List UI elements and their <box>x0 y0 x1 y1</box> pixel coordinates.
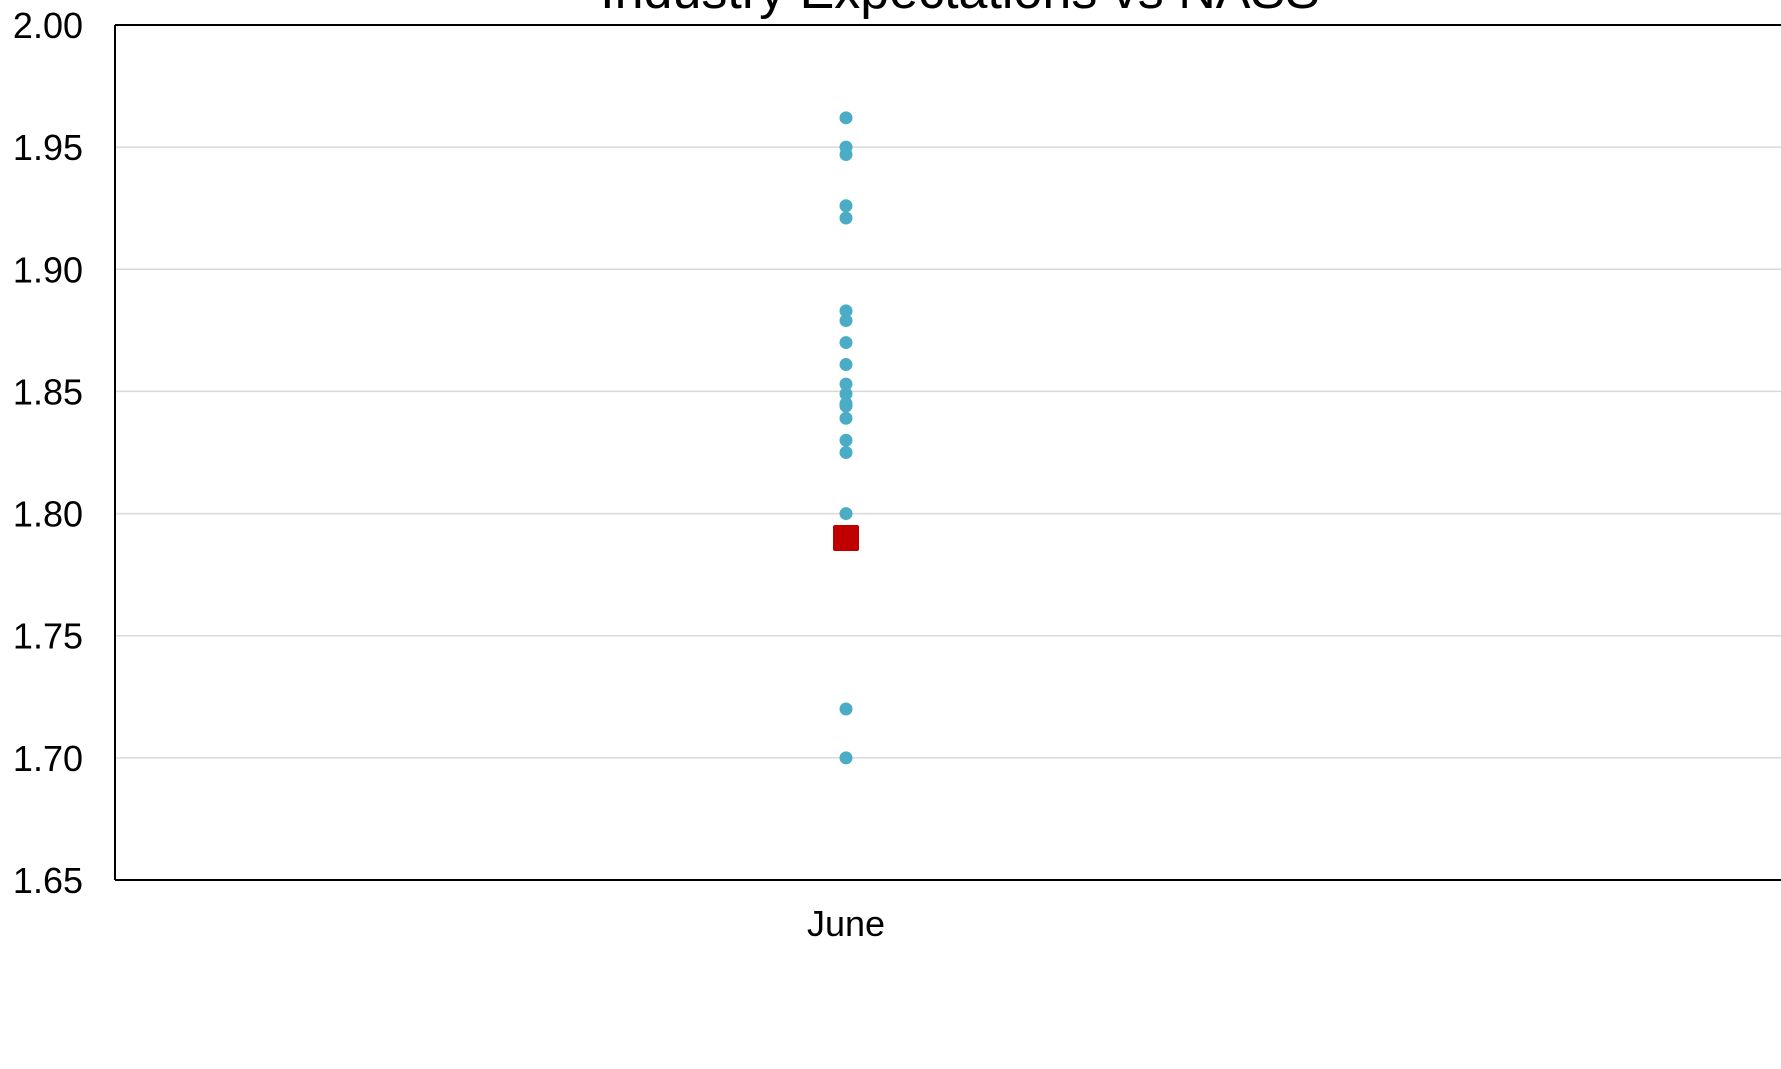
data-points <box>833 111 859 765</box>
industry-point <box>839 411 853 425</box>
industry-point <box>839 387 853 401</box>
industry-point <box>839 507 853 521</box>
y-tick-label: 1.90 <box>13 249 83 290</box>
y-tick-label: 1.80 <box>13 494 83 535</box>
x-tick-label: June <box>807 903 885 944</box>
nass-point <box>833 525 859 551</box>
industry-point <box>839 336 853 350</box>
industry-point <box>839 314 853 328</box>
y-tick-label: 1.70 <box>13 738 83 779</box>
industry-point <box>839 111 853 125</box>
industry-point <box>839 304 853 318</box>
axes <box>114 24 1781 881</box>
y-tick-label: 1.65 <box>13 860 83 901</box>
chart-title: Industry Expectations vs NASS <box>600 0 1320 20</box>
industry-point <box>839 433 853 447</box>
industry-point <box>839 751 853 765</box>
industry-point <box>839 211 853 225</box>
y-tick-label: 1.95 <box>13 127 83 168</box>
industry-point <box>839 147 853 161</box>
industry-point <box>839 377 853 391</box>
industry-point <box>839 446 853 459</box>
y-tick-label: 2.00 <box>13 5 83 46</box>
industry-point <box>839 399 853 413</box>
gridlines <box>115 146 1781 759</box>
y-tick-label: 1.75 <box>13 616 83 657</box>
y-axis-ticks: 1.65 1.70 1.75 1.80 1.85 1.90 1.95 2.00 <box>13 5 83 901</box>
industry-point <box>839 358 853 372</box>
y-tick-label: 1.85 <box>13 371 83 412</box>
industry-point <box>839 199 853 213</box>
industry-point <box>839 702 853 716</box>
x-axis-ticks: June <box>807 903 885 944</box>
